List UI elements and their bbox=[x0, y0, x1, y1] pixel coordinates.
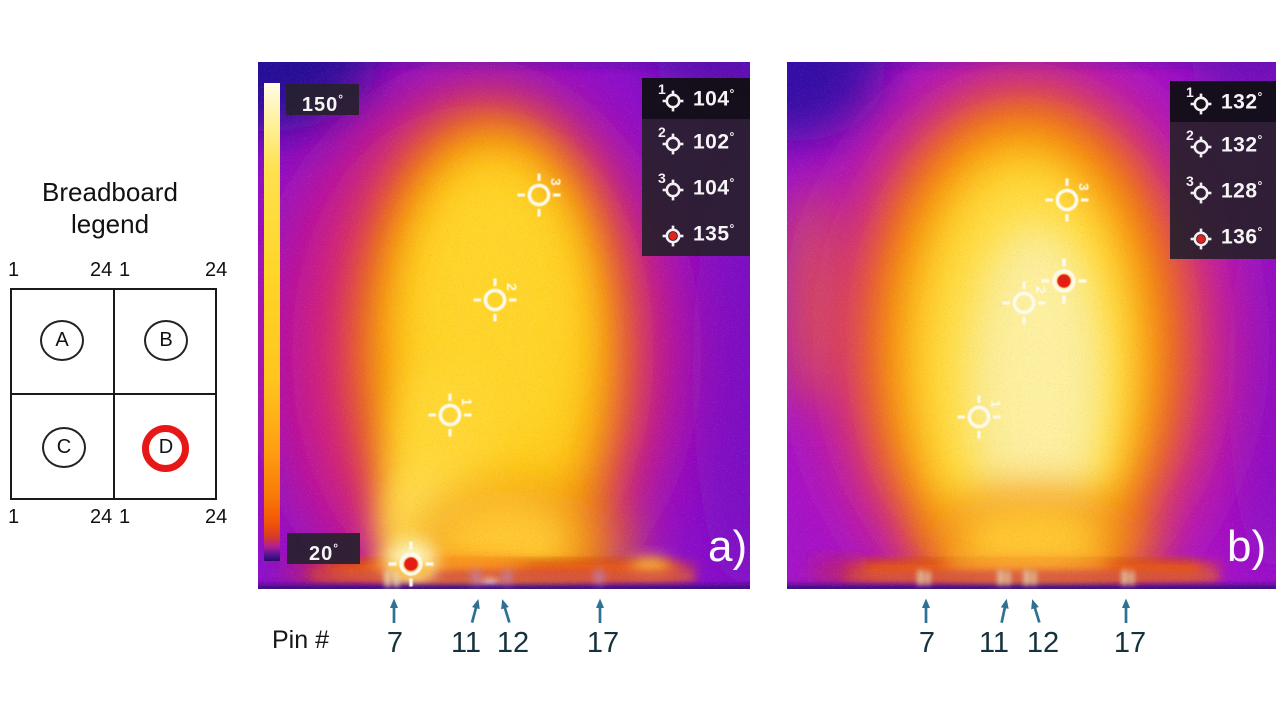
svg-text:1: 1 bbox=[459, 398, 475, 406]
svg-text:2: 2 bbox=[1186, 128, 1194, 143]
svg-text:3: 3 bbox=[548, 178, 564, 186]
svg-text:1: 1 bbox=[988, 400, 1004, 408]
svg-text:1: 1 bbox=[1186, 85, 1194, 100]
svg-text:2: 2 bbox=[1033, 286, 1049, 294]
svg-text:3: 3 bbox=[1186, 174, 1194, 189]
svg-text:3: 3 bbox=[1076, 183, 1092, 191]
svg-text:2: 2 bbox=[658, 125, 666, 140]
svg-text:2: 2 bbox=[504, 283, 520, 291]
svg-text:3: 3 bbox=[658, 171, 666, 186]
svg-text:1: 1 bbox=[658, 82, 666, 97]
